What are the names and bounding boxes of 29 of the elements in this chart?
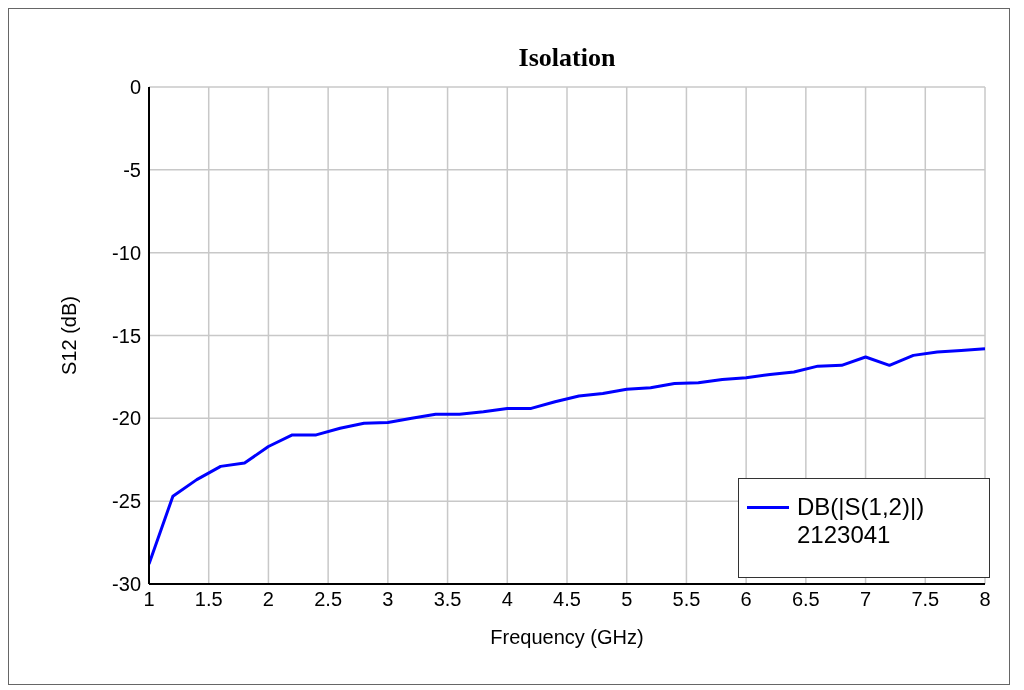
x-tick-label: 7 — [860, 588, 872, 611]
x-tick-label: 1.5 — [194, 588, 223, 611]
y-tick-label: -5 — [123, 158, 141, 181]
y-tick-label: -15 — [112, 324, 141, 347]
x-tick-label: 3 — [382, 588, 394, 611]
chart-title: Isolation — [517, 43, 617, 73]
x-tick-label: 2 — [262, 588, 274, 611]
x-tick-label: 5.5 — [672, 588, 701, 611]
y-tick-label: -20 — [112, 407, 141, 430]
y-axis-title: S12 (dB) — [58, 296, 81, 375]
y-tick-label: -10 — [112, 241, 141, 264]
x-tick-label: 7.5 — [911, 588, 940, 611]
x-tick-label: 1 — [143, 588, 155, 611]
x-tick-label: 6 — [740, 588, 752, 611]
x-tick-label: 8 — [979, 588, 991, 611]
legend-label: DB(|S(1,2)|) — [797, 493, 925, 521]
y-tick-label: -25 — [112, 490, 141, 513]
x-tick-label: 2.5 — [314, 588, 343, 611]
y-tick-label: 0 — [129, 76, 141, 99]
legend: DB(|S(1,2)|) 2123041 — [738, 478, 990, 578]
y-tick-label: -30 — [112, 573, 141, 596]
x-tick-label: 4 — [501, 588, 513, 611]
x-tick-label: 4.5 — [553, 588, 581, 611]
annotation: 2123041 — [797, 521, 892, 549]
x-axis-title: Frequency (GHz) — [490, 626, 644, 649]
x-tick-label: 6.5 — [791, 588, 820, 611]
x-tick-label: 3.5 — [433, 588, 462, 611]
line-series — [149, 347, 985, 566]
x-tick-label: 5 — [621, 588, 633, 611]
